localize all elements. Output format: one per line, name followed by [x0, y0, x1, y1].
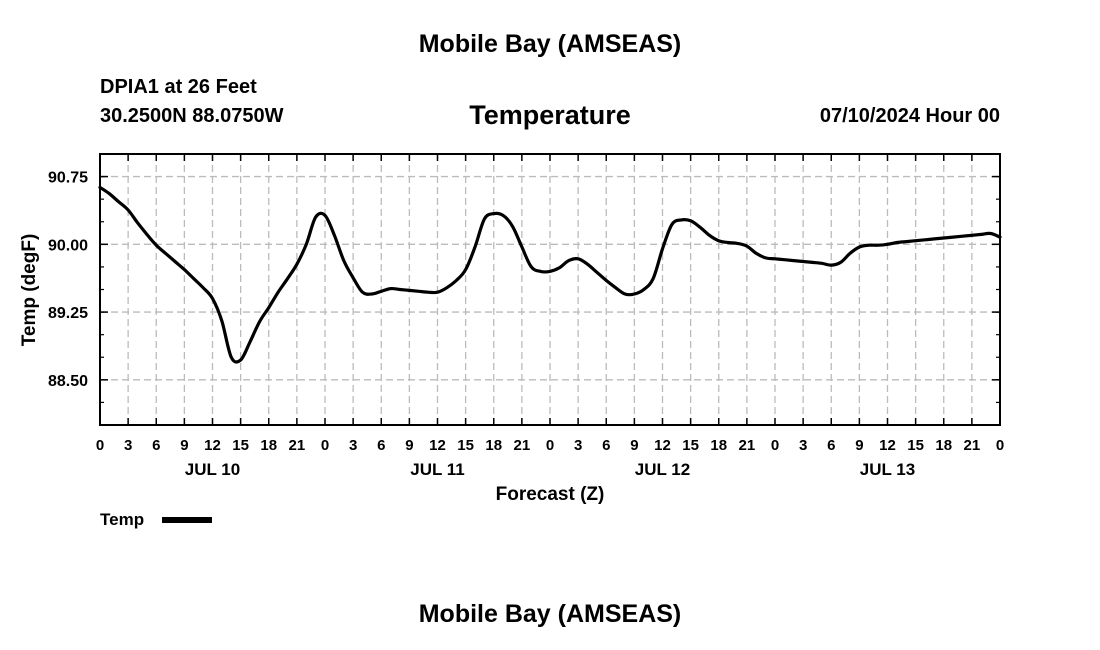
x-tick-label: 15 — [457, 437, 474, 454]
x-axis-title: Forecast (Z) — [496, 484, 605, 505]
x-tick-label: 9 — [180, 437, 188, 454]
y-tick-label: 89.25 — [48, 305, 88, 322]
x-tick-label: 21 — [964, 437, 981, 454]
legend-label-temp: Temp — [100, 510, 145, 529]
x-axis-labels: 0 3 6 9 12 15 18 21 0 3 6 9 12 15 18 21 0 3 6 9 12 15 18 21 0 3 6 9… — [96, 437, 1004, 454]
day-label: JUL 12 — [635, 460, 690, 479]
y-tick-label: 88.50 — [48, 373, 88, 390]
x-tick-label: 18 — [260, 437, 277, 454]
x-tick-label: 12 — [654, 437, 671, 454]
x-tick-label: 0 — [546, 437, 554, 454]
x-tick-label: 3 — [349, 437, 357, 454]
x-tick-label: 9 — [405, 437, 413, 454]
x-tick-label: 15 — [232, 437, 249, 454]
day-label: JUL 11 — [410, 460, 465, 479]
x-tick-label: 3 — [124, 437, 132, 454]
x-tick-label: 9 — [630, 437, 638, 454]
x-tick-label: 0 — [996, 437, 1004, 454]
station-coordinates: 30.2500N 88.0750W — [100, 105, 284, 127]
x-tick-label: 6 — [602, 437, 610, 454]
chart-title: Temperature — [469, 100, 631, 130]
day-label: JUL 13 — [860, 460, 915, 479]
x-tick-label: 3 — [574, 437, 582, 454]
x-tick-label: 0 — [321, 437, 329, 454]
x-tick-label: 0 — [96, 437, 104, 454]
x-tick-label: 6 — [827, 437, 835, 454]
page-title: Mobile Bay (AMSEAS) — [418, 30, 682, 58]
x-tick-label: 0 — [771, 437, 779, 454]
day-label: JUL 10 — [185, 460, 240, 479]
y-tick-label: 90.75 — [48, 170, 88, 187]
y-tick-label: 90.00 — [48, 237, 88, 254]
x-tick-label: 12 — [429, 437, 446, 454]
x-tick-label: 18 — [485, 437, 502, 454]
x-tick-label: 15 — [907, 437, 924, 454]
x-tick-label: 21 — [739, 437, 756, 454]
x-tick-label: 18 — [710, 437, 727, 454]
x-tick-label: 21 — [514, 437, 531, 454]
forecast-run-time: 07/10/2024 Hour 00 — [819, 105, 1000, 127]
station-label: DPIA1 at 26 Feet — [100, 76, 257, 98]
x-tick-label: 6 — [377, 437, 385, 454]
series-line-temp — [98, 185, 1002, 364]
x-tick-label: 21 — [289, 437, 306, 454]
x-tick-label: 9 — [855, 437, 863, 454]
y-axis-title: Temp (degF) — [19, 234, 40, 347]
x-tick-label: 15 — [682, 437, 699, 454]
y-axis-labels: 88.50 89.25 90.00 90.75 — [48, 170, 88, 390]
chart-grid — [100, 154, 1000, 425]
x-tick-label: 6 — [152, 437, 160, 454]
x-tick-label: 3 — [799, 437, 807, 454]
x-tick-label: 12 — [879, 437, 896, 454]
legend-swatch-temp — [162, 517, 212, 523]
plot-frame — [99, 153, 1001, 426]
bottom-title: Mobile Bay (AMSEAS) — [418, 600, 682, 628]
x-tick-label: 18 — [935, 437, 952, 454]
x-tick-label: 12 — [204, 437, 221, 454]
day-labels: JUL 10 JUL 11 JUL 12 JUL 13 — [185, 460, 915, 479]
